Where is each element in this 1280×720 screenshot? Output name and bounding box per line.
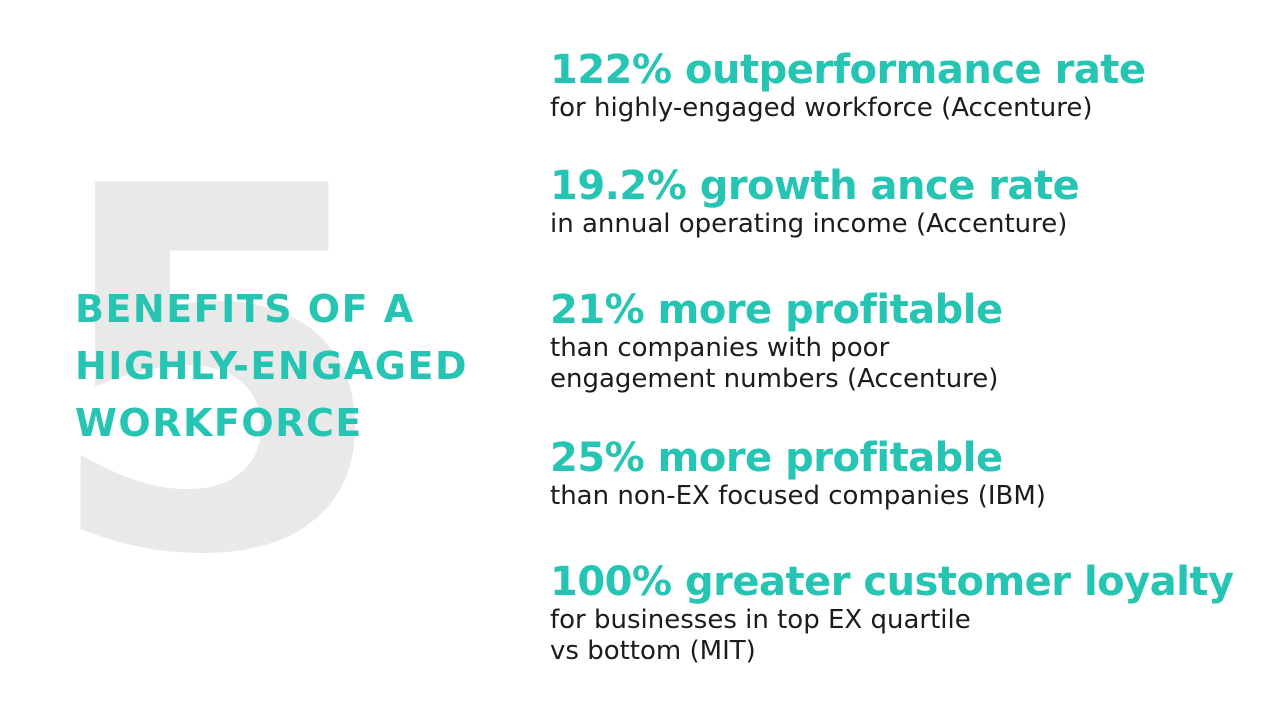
stat-detail-line: than non-EX focused companies (IBM) (550, 481, 1046, 511)
stat-detail-line: engagement numbers (Accenture) (550, 364, 999, 394)
stat-item: 21% more profitable than companies with … (550, 287, 1003, 395)
stat-detail: in annual operating income (Accenture) (550, 209, 1079, 240)
stat-detail-line: for businesses in top EX quartile (550, 605, 971, 635)
stat-detail-line: in annual operating income (Accenture) (550, 209, 1068, 239)
slide-title: BENEFITS OF A HIGHLY-ENGAGED WORKFORCE (75, 281, 545, 452)
stat-item: 19.2% growth ance rate in annual operati… (550, 163, 1080, 240)
stat-detail-line: for highly-engaged workforce (Accenture) (550, 93, 1093, 123)
stat-headline: 100% greater customer loyalty (550, 559, 1234, 605)
stat-detail-line: vs bottom (MIT) (550, 636, 756, 666)
stat-item: 122% outperformance rate for highly-enga… (550, 47, 1146, 124)
stat-item: 100% greater customer loyalty for busine… (550, 559, 1234, 667)
stat-headline: 21% more profitable (550, 287, 1003, 333)
stat-detail: than companies with poor engagement numbe… (550, 333, 1003, 395)
stat-detail-line: than companies with poor (550, 333, 890, 363)
stat-headline: 122% outperformance rate (550, 47, 1146, 93)
stats-list: 122% outperformance rate for highly-enga… (550, 0, 1250, 720)
stat-headline: 19.2% growth ance rate (550, 163, 1080, 209)
stat-headline: 25% more profitable (550, 435, 1003, 481)
stat-detail: for businesses in top EX quartile vs bott… (550, 605, 1234, 667)
stat-item: 25% more profitable than non-EX focused … (550, 435, 1046, 512)
title-line-3: WORKFORCE (75, 401, 363, 445)
title-line-2: HIGHLY-ENGAGED (75, 344, 468, 388)
stat-detail: for highly-engaged workforce (Accenture) (550, 93, 1146, 124)
background-number: 5 (42, 82, 390, 664)
title-line-1: BENEFITS OF A (75, 287, 415, 331)
stat-detail: than non-EX focused companies (IBM) (550, 481, 1046, 512)
